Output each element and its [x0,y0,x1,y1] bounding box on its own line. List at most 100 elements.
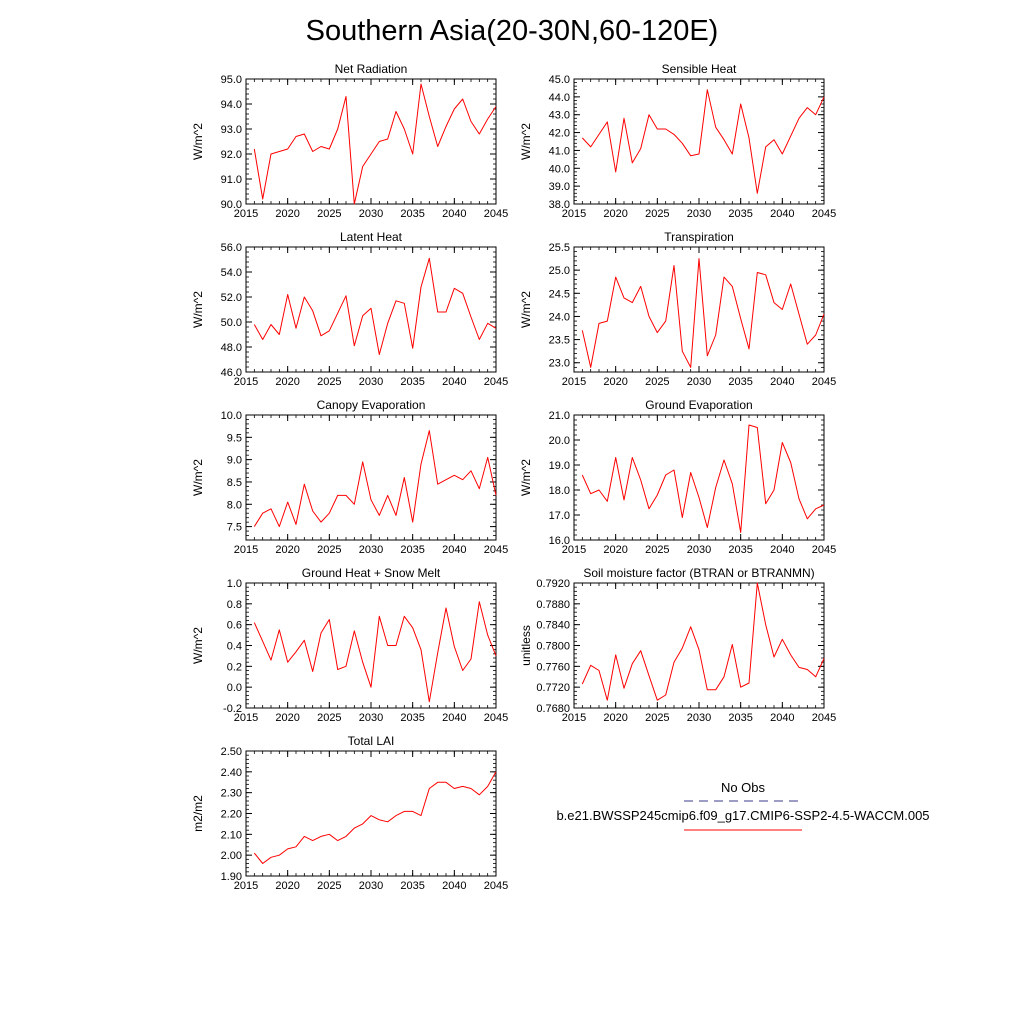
y-tick-label: 25.0 [549,265,570,277]
y-tick-label: 40.0 [549,163,570,175]
panel-title: Ground Heat + Snow Melt [302,566,441,580]
y-tick-label: 16.0 [549,535,570,547]
y-tick-label: 41.0 [549,145,570,157]
panel-title: Net Radiation [335,62,408,76]
x-tick-label: 2025 [645,376,669,388]
panel-title: Latent Heat [340,230,403,244]
x-tick-label: 2025 [317,712,341,724]
x-tick-label: 2030 [359,376,383,388]
y-tick-label: 48.0 [221,342,242,354]
panel-title: Sensible Heat [662,62,737,76]
x-tick-label: 2020 [275,880,299,892]
legend-obs-label: No Obs [721,780,766,795]
x-tick-label: 2040 [442,880,466,892]
y-tick-label: 42.0 [549,128,570,140]
x-tick-label: 2025 [645,544,669,556]
chart-panel: 2015 2020 2025 2030 2035 2040 2045 7.5 8.0 8.5 9.0… [191,398,508,556]
chart-panel: 2015 2020 2025 2030 2035 2040 2045 90.0 91.0 92.0… [191,62,508,220]
x-tick-label: 2035 [728,376,752,388]
y-tick-label: 0.8 [227,599,242,611]
panel-grid: 2015 2020 2025 2030 2035 2040 2045 90.0 91.0 92.0… [191,62,836,892]
x-tick-label: 2035 [400,712,424,724]
y-tick-label: 0.7720 [536,682,570,694]
series-line [581,582,825,701]
y-axis-label: m2/m2 [191,795,205,832]
y-tick-label: 46.0 [221,367,242,379]
chart-panel: 2015 2020 2025 2030 2035 2040 2045 1.90 2.00 2.10… [191,734,508,892]
y-tick-label: 45.0 [549,74,570,86]
series-line [581,424,825,533]
x-tick-label: 2035 [400,880,424,892]
y-tick-label: 1.90 [221,871,242,883]
plot-frame [573,78,825,205]
y-axis-label: W/m^2 [191,123,205,160]
x-tick-label: 2045 [812,376,836,388]
panel-title: Ground Evaporation [645,398,752,412]
x-tick-label: 2040 [770,544,794,556]
y-tick-label: 90.0 [221,199,242,211]
y-tick-label: 54.0 [221,267,242,279]
x-tick-label: 2025 [645,712,669,724]
y-tick-label: 0.7880 [536,599,570,611]
y-tick-label: 7.5 [227,522,242,534]
y-axis-label: unitless [519,625,533,666]
x-tick-label: 2020 [603,376,627,388]
x-tick-label: 2020 [275,376,299,388]
x-tick-label: 2045 [484,208,508,220]
plot-frame [245,78,497,205]
figure-title: Southern Asia(20-30N,60-120E) [306,15,719,47]
y-axis-label: W/m^2 [519,459,533,496]
y-tick-label: 92.0 [221,149,242,161]
y-tick-label: 2.00 [221,850,242,862]
x-tick-label: 2015 [562,376,586,388]
series-line [253,430,497,528]
y-axis-label: W/m^2 [519,123,533,160]
y-tick-label: 94.0 [221,99,242,111]
y-tick-label: 91.0 [221,174,242,186]
y-tick-label: 9.0 [227,455,242,467]
x-tick-label: 2025 [317,880,341,892]
y-axis-label: W/m^2 [191,627,205,664]
y-tick-label: 24.0 [549,311,570,323]
x-tick-label: 2015 [234,208,258,220]
y-tick-label: 43.0 [549,110,570,122]
y-axis-label: W/m^2 [191,291,205,328]
series-line [253,601,497,703]
chart-panel: 2015 2020 2025 2030 2035 2040 2045 0.7680 0.7720… [519,566,836,724]
x-tick-label: 2040 [770,208,794,220]
x-tick-label: 2035 [728,208,752,220]
y-tick-label: 44.0 [549,92,570,104]
plot-frame [573,582,825,709]
x-tick-label: 2030 [359,712,383,724]
y-tick-label: 0.7680 [536,703,570,715]
y-tick-label: 21.0 [549,410,570,422]
y-tick-label: 2.40 [221,767,242,779]
y-tick-label: 18.0 [549,485,570,497]
y-tick-label: 20.0 [549,435,570,447]
y-tick-label: 2.50 [221,746,242,758]
x-tick-label: 2020 [603,712,627,724]
x-tick-label: 2015 [562,712,586,724]
x-tick-label: 2030 [687,208,711,220]
x-tick-label: 2040 [442,544,466,556]
y-tick-label: 1.0 [227,578,242,590]
x-tick-label: 2045 [812,544,836,556]
y-tick-label: 2.30 [221,788,242,800]
chart-panel: 2015 2020 2025 2030 2035 2040 2045 16.0 17.0 18.0… [519,398,836,556]
x-tick-label: 2035 [400,376,424,388]
plot-frame [245,246,497,373]
chart-panel: 2015 2020 2025 2030 2035 2040 2045 46.0 48.0 50.0… [191,230,508,388]
x-tick-label: 2030 [687,712,711,724]
x-tick-label: 2045 [484,544,508,556]
x-tick-label: 2035 [728,712,752,724]
x-tick-label: 2025 [317,376,341,388]
x-tick-label: 2040 [442,208,466,220]
x-tick-label: 2030 [359,208,383,220]
series-line [253,257,497,355]
x-tick-label: 2040 [770,376,794,388]
y-tick-label: 23.0 [549,358,570,370]
x-tick-label: 2020 [275,544,299,556]
y-tick-label: 25.5 [549,242,570,254]
y-tick-label: 0.7920 [536,578,570,590]
